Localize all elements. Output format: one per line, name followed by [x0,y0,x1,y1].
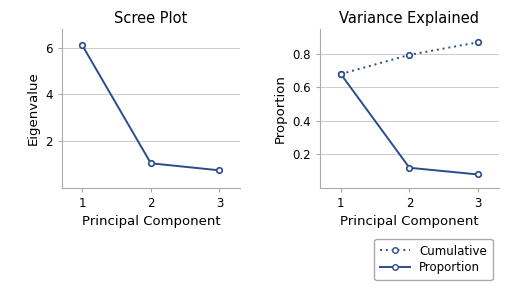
X-axis label: Principal Component: Principal Component [340,215,479,228]
Title: Variance Explained: Variance Explained [339,11,480,26]
Title: Scree Plot: Scree Plot [114,11,188,26]
Legend: Cumulative, Proportion: Cumulative, Proportion [374,239,493,280]
Y-axis label: Proportion: Proportion [274,74,287,143]
X-axis label: Principal Component: Principal Component [82,215,220,228]
Y-axis label: Eigenvalue: Eigenvalue [27,71,40,145]
